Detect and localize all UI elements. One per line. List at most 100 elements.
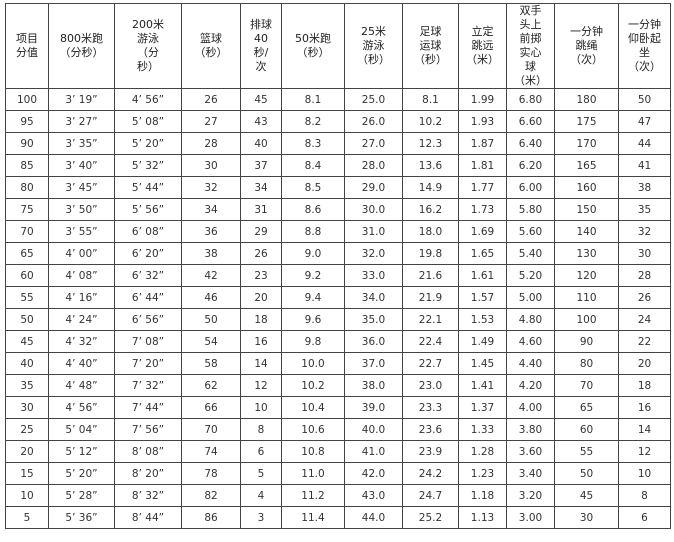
value-cell: 31.0 — [344, 220, 403, 243]
score-cell: 70 — [5, 220, 49, 243]
value-cell: 1.99 — [458, 88, 507, 111]
value-cell: 4 — [240, 484, 282, 507]
value-cell: 1.61 — [458, 264, 507, 287]
score-cell: 90 — [5, 132, 49, 155]
value-cell: 8.5 — [281, 176, 345, 199]
value-cell: 1.49 — [458, 330, 507, 353]
value-cell: 80 — [554, 352, 619, 375]
header-line: （秒） — [296, 46, 330, 59]
value-cell: 4’ 16” — [48, 286, 115, 309]
header-line: 游泳 — [362, 39, 385, 52]
value-cell: 65 — [554, 396, 619, 419]
value-cell: 6’ 32” — [114, 264, 182, 287]
value-cell: 30 — [618, 242, 671, 265]
value-cell: 18 — [240, 308, 282, 331]
value-cell: 1.41 — [458, 374, 507, 397]
score-cell: 60 — [5, 264, 49, 287]
value-cell: 46 — [181, 286, 241, 309]
value-cell: 3’ 50” — [48, 198, 115, 221]
value-cell: 4’ 24” — [48, 308, 115, 331]
value-cell: 36.0 — [344, 330, 403, 353]
header-row: 项目 分值 800米跑 （分秒） 200米 游泳 （分 秒） 篮球 （秒） 排球 40 秒/次 50米跑（… — [5, 3, 671, 89]
value-cell: 5.00 — [506, 286, 555, 309]
value-cell: 82 — [181, 484, 241, 507]
value-cell: 8.4 — [281, 154, 345, 177]
header-line: 坐 — [639, 46, 650, 59]
value-cell: 11.4 — [281, 506, 345, 529]
value-cell: 23.6 — [402, 418, 459, 441]
value-cell: 6.60 — [506, 110, 555, 133]
value-cell: 150 — [554, 198, 619, 221]
value-cell: 110 — [554, 286, 619, 309]
score-cell: 100 — [5, 88, 49, 111]
value-cell: 5’ 04” — [48, 418, 115, 441]
value-cell: 4’ 00” — [48, 242, 115, 265]
value-cell: 26 — [240, 242, 282, 265]
value-cell: 41.0 — [344, 440, 403, 463]
value-cell: 20 — [240, 286, 282, 309]
scoring-table: 项目 分值 800米跑 （分秒） 200米 游泳 （分 秒） 篮球 （秒） 排球 40 秒/次 50米跑（… — [5, 3, 671, 529]
table-row: 30 4’ 56” 7’ 44” 66 10 10.4 39.0 23.3 1.37 4.00 65… — [5, 396, 671, 419]
header-line: （分 — [137, 46, 159, 59]
value-cell: 5’ 20” — [48, 462, 115, 485]
value-cell: 1.18 — [458, 484, 507, 507]
value-cell: 12.3 — [402, 132, 459, 155]
value-cell: 42 — [181, 264, 241, 287]
value-cell: 8’ 20” — [114, 462, 182, 485]
value-cell: 8 — [618, 484, 671, 507]
value-cell: 26 — [618, 286, 671, 309]
value-cell: 44.0 — [344, 506, 403, 529]
value-cell: 78 — [181, 462, 241, 485]
value-cell: 180 — [554, 88, 619, 111]
value-cell: 47 — [618, 110, 671, 133]
table-row: 75 3’ 50” 5’ 56” 34 31 8.6 30.0 16.2 1.73 5.80 150… — [5, 198, 671, 221]
value-cell: 9.8 — [281, 330, 345, 353]
value-cell: 3.80 — [506, 418, 555, 441]
value-cell: 5’ 44” — [114, 176, 182, 199]
value-cell: 8’ 32” — [114, 484, 182, 507]
value-cell: 5’ 28” — [48, 484, 115, 507]
value-cell: 7’ 32” — [114, 374, 182, 397]
value-cell: 120 — [554, 264, 619, 287]
value-cell: 1.37 — [458, 396, 507, 419]
value-cell: 25.2 — [402, 506, 459, 529]
table-row: 65 4’ 00” 6’ 20” 38 26 9.0 32.0 19.8 1.65 5.40 130… — [5, 242, 671, 265]
value-cell: 4.60 — [506, 330, 555, 353]
value-cell: 4.80 — [506, 308, 555, 331]
value-cell: 8.1 — [281, 88, 345, 111]
score-cell: 55 — [5, 286, 49, 309]
value-cell: 22.1 — [402, 308, 459, 331]
value-cell: 20 — [618, 352, 671, 375]
value-cell: 3’ 40” — [48, 154, 115, 177]
value-cell: 90 — [554, 330, 619, 353]
header-line: 双手 — [519, 4, 542, 17]
value-cell: 6.00 — [506, 176, 555, 199]
value-cell: 5’ 56” — [114, 198, 182, 221]
value-cell: 6’ 20” — [114, 242, 182, 265]
value-cell: 24.2 — [402, 462, 459, 485]
value-cell: 23 — [240, 264, 282, 287]
value-cell: 5’ 36” — [48, 506, 115, 529]
value-cell: 9.6 — [281, 308, 345, 331]
score-cell: 5 — [5, 506, 49, 529]
value-cell: 8.2 — [281, 110, 345, 133]
score-cell: 50 — [5, 308, 49, 331]
score-cell: 30 — [5, 396, 49, 419]
value-cell: 10.0 — [281, 352, 345, 375]
score-cell: 85 — [5, 154, 49, 177]
header-line: 立定 — [471, 25, 494, 38]
value-cell: 6’ 56” — [114, 308, 182, 331]
header-line: 前掷 — [519, 32, 542, 45]
value-cell: 13.6 — [402, 154, 459, 177]
table-row: 50 4’ 24” 6’ 56” 50 18 9.6 35.0 22.1 1.53 4.80 100… — [5, 308, 671, 331]
value-cell: 14 — [240, 352, 282, 375]
value-cell: 32.0 — [344, 242, 403, 265]
value-cell: 24.7 — [402, 484, 459, 507]
header-line: 分值 — [16, 46, 38, 59]
value-cell: 1.65 — [458, 242, 507, 265]
value-cell: 4.40 — [506, 352, 555, 375]
value-cell: 5.20 — [506, 264, 555, 287]
value-cell: 5.80 — [506, 198, 555, 221]
header-line: 50米跑 — [295, 32, 331, 45]
table-row: 10 5’ 28” 8’ 32” 82 4 11.2 43.0 24.7 1.18 3.20 45 8 — [5, 484, 671, 507]
